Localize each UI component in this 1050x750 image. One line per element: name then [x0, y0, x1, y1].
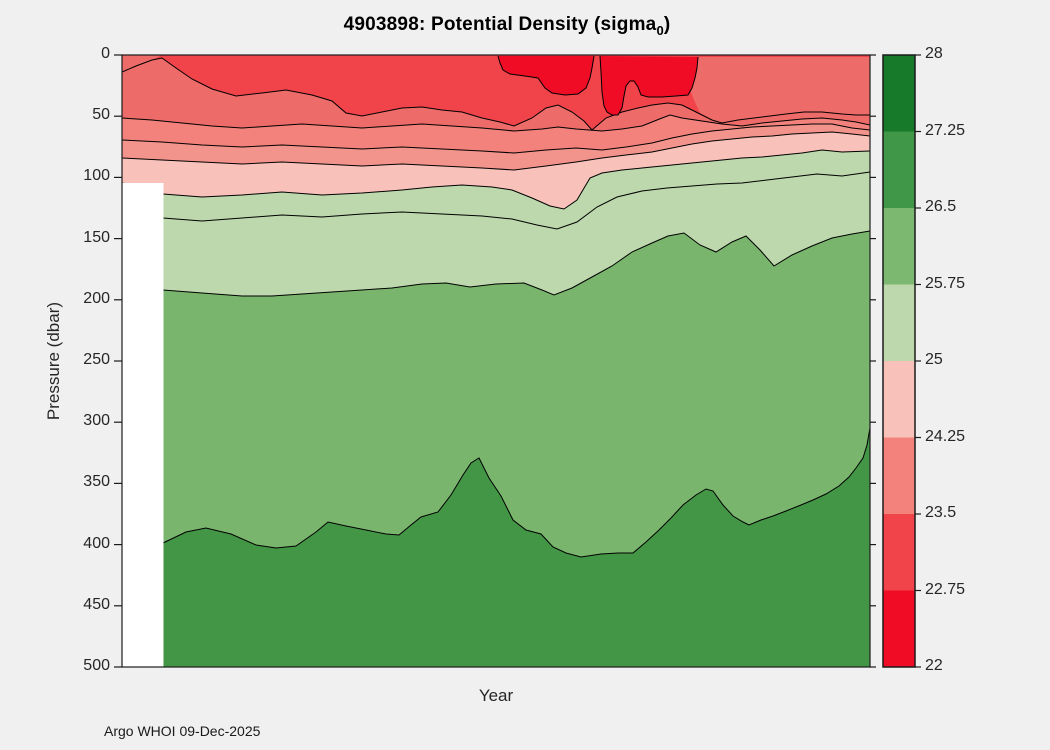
chart-title: 4903898: Potential Density (sigma0) — [122, 14, 892, 38]
chart-title-subscript: 0 — [656, 22, 664, 38]
y-tick-label: 0 — [101, 45, 110, 62]
y-tick-label: 500 — [83, 657, 110, 674]
colorbar-tick-label: 22 — [925, 657, 943, 674]
colorbar-tick-label: 27.25 — [925, 121, 966, 139]
colorbar-tick-label: 24.25 — [925, 427, 966, 445]
colorbar-tick-label: 26.5 — [925, 198, 957, 215]
chart-title-text: 4903898: Potential Density (sigma — [343, 14, 657, 35]
y-tick-label: 300 — [83, 412, 110, 430]
credit-text: Argo WHOI 09-Dec-2025 — [104, 723, 261, 739]
colorbar-tick-label: 23.5 — [925, 504, 957, 521]
y-tick-label: 350 — [83, 473, 110, 491]
y-tick-label: 200 — [83, 289, 110, 307]
y-tick-label: 250 — [83, 351, 110, 368]
colorbar-tick-label: 25 — [925, 351, 943, 368]
chart-title-suffix: ) — [663, 14, 671, 35]
y-tick-label: 100 — [83, 167, 110, 185]
y-tick-label: 400 — [83, 534, 110, 552]
colorbar-tick-label: 25.75 — [925, 274, 966, 292]
y-tick-label: 150 — [83, 228, 110, 246]
y-tick-label: 450 — [83, 595, 110, 613]
colorbar-tick-label: 22.75 — [925, 580, 966, 598]
colorbar-tick-label: 28 — [925, 45, 943, 62]
y-tick-label: 50 — [92, 106, 110, 124]
x-axis-label: Year — [478, 686, 514, 705]
